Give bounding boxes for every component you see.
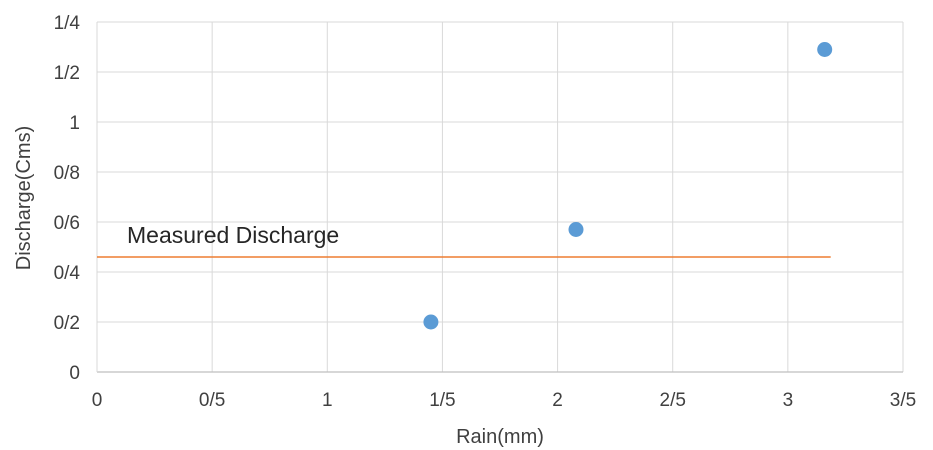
x-tick-label: 0 [92,390,103,411]
measured-discharge-label: Measured Discharge [127,222,339,248]
y-tick-label: 0/4 [54,263,81,284]
y-tick-label: 1/2 [54,63,80,84]
x-tick-label: 1 [322,390,333,411]
y-tick-label: 1/4 [54,13,81,34]
x-tick-label: 1/5 [429,390,455,411]
y-axis-title: Discharge(Cms) [13,126,35,270]
axes [96,22,903,373]
y-tick-label: 0/2 [54,313,80,334]
x-tick-label: 2/5 [660,390,686,411]
data-point [817,42,833,57]
x-tick-label: 2 [552,390,563,411]
data-point [423,314,439,330]
x-tick-label: 3/5 [890,390,916,411]
x-tick-label: 3 [783,390,794,411]
y-tick-label: 0/8 [54,163,80,184]
y-tick-label: 1 [69,113,80,134]
data-points [423,42,833,330]
x-axis-title: Rain(mm) [456,426,544,448]
y-tick-label: 0 [69,363,80,384]
tick-labels: 0 0/2 0/4 0/6 0/8 1 1/2 1/4 0 0/5 1 1/5 2 2/5 3 3/5 [54,13,917,411]
data-point [568,222,584,237]
y-tick-label: 0/6 [54,213,80,234]
x-tick-label: 0/5 [199,390,225,411]
grid-lines [97,21,904,372]
